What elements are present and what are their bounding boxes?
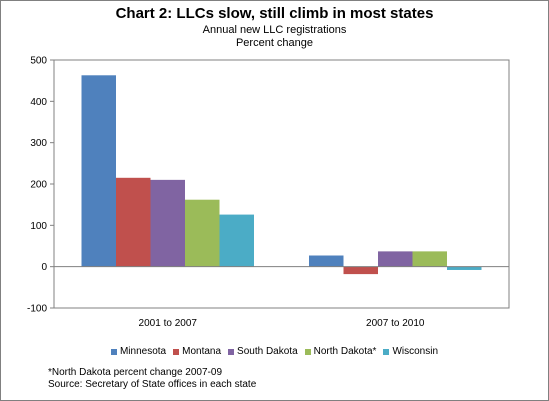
legend-label: Montana [182, 346, 222, 357]
bar-north-dakota-2 [412, 251, 447, 267]
chart-subtitle-line-2: Percent change [235, 37, 314, 49]
y-tick-label: 300 [30, 138, 47, 149]
legend-item: Wisconsin [383, 346, 438, 357]
chart-legend: Minnesota Montana South Dakota North Dakota… [0, 346, 549, 357]
legend-item: Minnesota [110, 346, 167, 357]
y-tick-label: 100 [30, 221, 47, 232]
y-tick-label: 0 [41, 262, 47, 273]
legend-label: Minnesota [119, 346, 167, 357]
chart-subtitle-line-1: Annual new LLC registrations [202, 24, 347, 36]
legend-label: North Dakota* [313, 346, 377, 357]
bar-south-dakota-1 [150, 179, 185, 267]
bar-wisconsin-2 [447, 266, 482, 270]
bar-minnesota-2 [309, 255, 344, 267]
bar-minnesota-1 [81, 75, 116, 267]
legend-swatch [304, 348, 311, 355]
source-note: Source: Secretary of State offices in ea… [48, 379, 257, 390]
bar-south-dakota-2 [378, 251, 413, 267]
legend-label: South Dakota [237, 346, 298, 357]
bar-north-dakota-1 [185, 199, 220, 267]
legend-label: Wisconsin [392, 346, 439, 357]
legend-item: South Dakota [228, 346, 298, 357]
y-tick-label: 400 [30, 97, 47, 108]
y-tick-label: 500 [30, 56, 47, 67]
bar-wisconsin-1 [219, 214, 254, 267]
y-tick-label: 200 [30, 180, 47, 191]
legend-item: Montana [173, 346, 221, 357]
legend-swatch [228, 348, 235, 355]
footnote-north-dakota: *North Dakota percent change 2007-09 [48, 367, 223, 378]
legend-item: North Dakota* [304, 346, 377, 357]
legend-swatch [173, 348, 180, 355]
bar-montana-1 [116, 177, 151, 267]
x-category-label: 2001 to 2007 [139, 318, 198, 329]
legend-swatch [110, 348, 117, 355]
bar-montana-2 [343, 266, 378, 275]
x-category-label: 2007 to 2010 [366, 318, 425, 329]
legend-swatch [383, 348, 390, 355]
chart-title: Chart 2: LLCs slow, still climb in most … [115, 5, 434, 22]
y-tick-label: -100 [27, 304, 47, 315]
